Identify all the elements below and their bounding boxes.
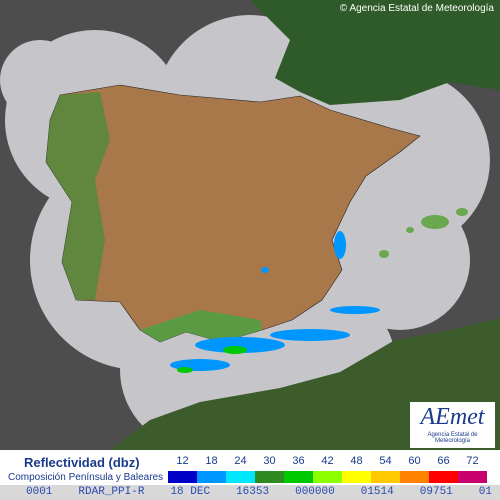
legend-level: 54 <box>371 455 400 483</box>
legend-level: 24 <box>226 455 255 483</box>
legend: Reflectividad (dbz) Composición Penínsul… <box>0 450 500 485</box>
logo-title: AEmet <box>420 404 485 430</box>
level-label: 24 <box>234 455 247 467</box>
level-label: 30 <box>263 455 276 467</box>
legend-level: 18 <box>197 455 226 483</box>
legend-level: 36 <box>284 455 313 483</box>
legend-levels: 12 18 24 30 36 42 48 54 60 66 72 <box>168 455 487 483</box>
level-swatch <box>429 471 458 483</box>
level-swatch <box>458 471 487 483</box>
status-bar: 0001 RDAR_PPI-R 18 DEC 16353 000000 01514 0975… <box>0 485 500 500</box>
africa <box>110 318 500 450</box>
level-label: 36 <box>292 455 305 467</box>
legend-level: 72 <box>458 455 487 483</box>
balearic-islands <box>379 208 468 258</box>
level-label: 18 <box>205 455 218 467</box>
logo-subtitle: Agencia Estatal de Meteorología <box>427 432 478 444</box>
legend-level: 12 <box>168 455 197 483</box>
level-label: 48 <box>350 455 363 467</box>
legend-level: 42 <box>313 455 342 483</box>
status-field: RDAR_PPI-R <box>78 486 145 498</box>
status-field: 000000 <box>295 486 335 498</box>
level-label: 72 <box>466 455 479 467</box>
radar-echoes-strong <box>177 346 247 373</box>
status-field: 18 DEC <box>170 486 211 498</box>
legend-level: 66 <box>429 455 458 483</box>
map <box>0 0 500 450</box>
level-swatch <box>371 471 400 483</box>
level-swatch <box>226 471 255 483</box>
france <box>250 0 500 105</box>
level-label: 54 <box>379 455 392 467</box>
status-field: 01 <box>478 486 492 498</box>
logo: AEmet Agencia Estatal de Meteorología <box>410 402 495 448</box>
status-field: 16353 <box>236 486 270 498</box>
lowlands-south <box>140 310 262 342</box>
legend-level: 60 <box>400 455 429 483</box>
level-label: 12 <box>176 455 189 467</box>
status-field: 09751 <box>419 486 453 498</box>
level-swatch <box>400 471 429 483</box>
status-field: 01514 <box>360 486 394 498</box>
legend-level: 30 <box>255 455 284 483</box>
legend-subtitle: Composición Península y Baleares <box>8 472 164 483</box>
legend-title: Reflectividad (dbz) <box>24 455 140 470</box>
legend-level: 48 <box>342 455 371 483</box>
level-swatch <box>197 471 226 483</box>
copyright: © Agencia Estatal de Meteorología <box>339 3 494 14</box>
level-swatch <box>342 471 371 483</box>
level-swatch <box>255 471 284 483</box>
level-swatch <box>168 471 197 483</box>
level-label: 42 <box>321 455 334 467</box>
level-label: 66 <box>437 455 450 467</box>
status-field: 0001 <box>26 486 53 498</box>
level-label: 60 <box>408 455 421 467</box>
level-swatch <box>313 471 342 483</box>
radar-echoes <box>170 231 380 371</box>
lowlands-west <box>46 92 110 300</box>
level-swatch <box>284 471 313 483</box>
